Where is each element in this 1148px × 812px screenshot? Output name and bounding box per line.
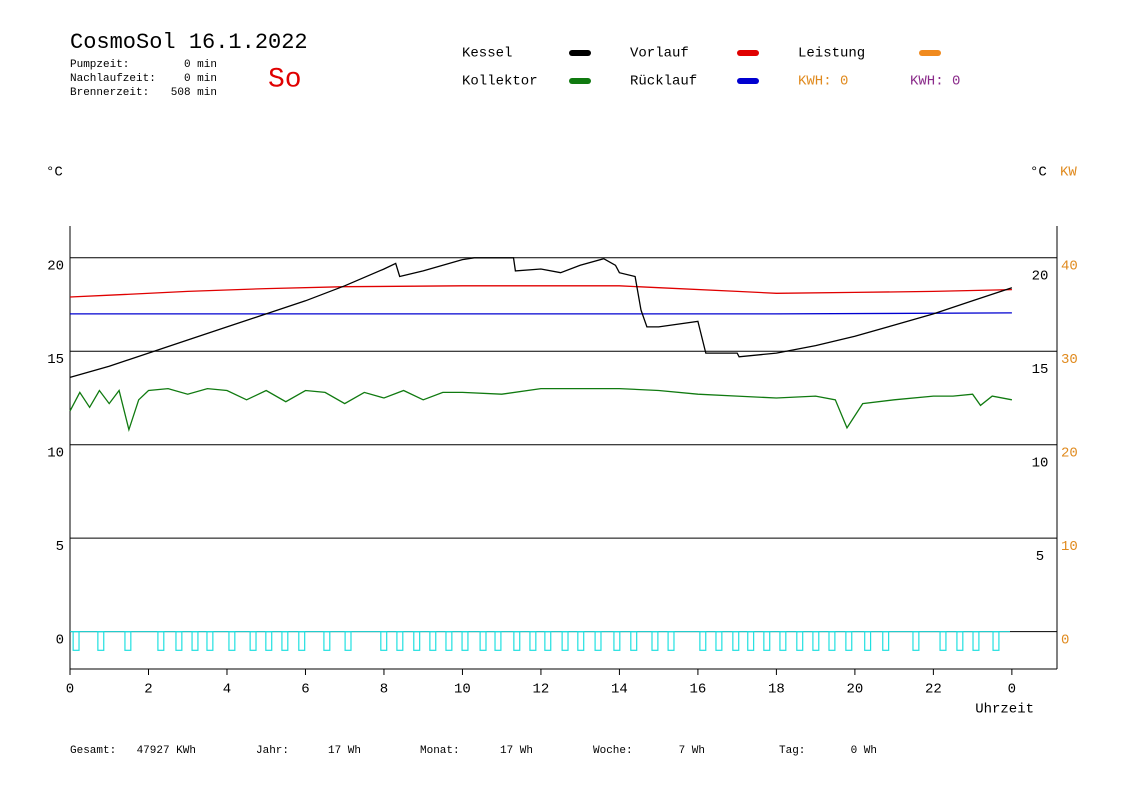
y2-tick-label: 0 — [1061, 632, 1069, 648]
series-line — [69, 285, 1012, 298]
x-tick-label: 8 — [380, 682, 388, 698]
y-right-tick-label: 20 — [1032, 268, 1049, 284]
stat-label: Pumpzeit: — [70, 59, 129, 71]
x-tick-label: 22 — [925, 682, 942, 698]
footer-label: Monat: — [420, 745, 460, 757]
y-label: °C — [46, 165, 63, 181]
series-line — [69, 257, 1013, 379]
series-line — [69, 387, 1013, 433]
y2-tick-label: 10 — [1061, 539, 1078, 555]
x-label: Uhrzeit — [975, 702, 1034, 718]
y-tick-label: 20 — [47, 258, 64, 274]
footer-value: 7 Wh — [679, 745, 705, 757]
legend-label: Rücklauf — [630, 74, 697, 90]
footer-value: 47927 KWh — [137, 745, 196, 757]
footer-label: Jahr: — [256, 745, 289, 757]
stat-value: 0 min — [184, 59, 217, 71]
y-right-tick-label: 15 — [1032, 362, 1049, 378]
y2-tick-label: 40 — [1061, 258, 1078, 274]
stat-value: 0 min — [184, 73, 217, 85]
legend-label: Vorlauf — [630, 46, 689, 62]
footer-label: Gesamt: — [70, 745, 116, 757]
x-tick-label: 0 — [1008, 682, 1016, 698]
title: CosmoSol 16.1.2022 — [70, 30, 308, 55]
y-right-tick-label: 10 — [1032, 455, 1049, 471]
y2-tick-label: 30 — [1061, 352, 1078, 368]
x-tick-label: 12 — [533, 682, 550, 698]
x-tick-label: 4 — [223, 682, 231, 698]
x-tick-label: 6 — [301, 682, 309, 698]
stat-value: 508 min — [171, 87, 217, 99]
x-tick-label: 0 — [66, 682, 74, 698]
x-tick-label: 16 — [690, 682, 707, 698]
x-tick-label: 14 — [611, 682, 628, 698]
kwh: KWH: 0 — [798, 74, 848, 90]
x-tick-label: 20 — [846, 682, 863, 698]
legend-label: Kessel — [462, 46, 512, 62]
x-tick-label: 2 — [144, 682, 152, 698]
y-right-tick-label: 5 — [1036, 549, 1044, 565]
y-tick-label: 10 — [47, 445, 64, 461]
y2-tick-label: 20 — [1061, 445, 1078, 461]
footer-label: Woche: — [593, 745, 633, 757]
stat-label: Brennerzeit: — [70, 87, 149, 99]
y-tick-label: 0 — [56, 632, 64, 648]
y-tick-label: 15 — [47, 352, 64, 368]
legend-label: Kollektor — [462, 74, 538, 90]
kwh: KWH: 0 — [910, 74, 960, 90]
footer-value: 0 Wh — [851, 745, 877, 757]
footer-value: 17 Wh — [500, 745, 533, 757]
day: So — [268, 64, 302, 95]
stat-label: Nachlaufzeit: — [70, 73, 156, 85]
y2-label-c: °C — [1030, 165, 1047, 181]
x-tick-label: 18 — [768, 682, 785, 698]
y2-label: KW — [1060, 165, 1077, 181]
legend-label: Leistung — [798, 46, 865, 62]
series-line — [70, 312, 1012, 315]
footer-value: 17 Wh — [328, 745, 361, 757]
y-tick-label: 5 — [56, 539, 64, 555]
footer-label: Tag: — [779, 745, 805, 757]
x-tick-label: 10 — [454, 682, 471, 698]
